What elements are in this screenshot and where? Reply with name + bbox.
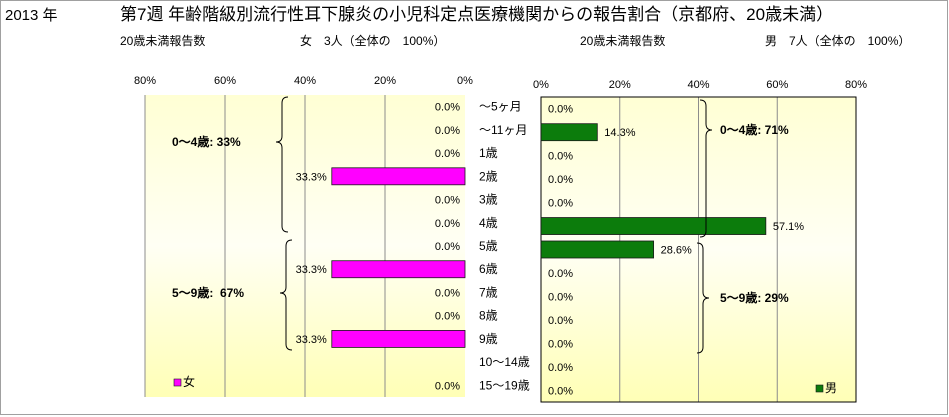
chart-title: 第7週 年齢階級別流行性耳下腺炎の小児科定点医療機関からの報告割合（京都府、20… — [120, 5, 833, 24]
male-tick-label: 20% — [609, 79, 631, 91]
age-category-label: ～11ヶ月 — [479, 123, 527, 137]
age-category-label: 10～14歳 — [479, 355, 530, 369]
male-age-group-brace — [699, 99, 713, 238]
female-value-label: 0.0% — [435, 380, 460, 392]
age-category-label: 4歳 — [479, 216, 498, 230]
male-tick-label: 40% — [687, 79, 709, 91]
age-category-label: 9歳 — [479, 332, 498, 346]
male-value-label: 14.3% — [604, 127, 635, 139]
male-tick-label: 60% — [766, 79, 788, 91]
female-tick-label: 20% — [374, 75, 396, 87]
male-age-group-brace — [696, 242, 710, 354]
male-value-label: 0.0% — [548, 104, 573, 116]
female-age-group-annotation: 5～9歳: 67% — [172, 285, 244, 300]
female-value-label: 33.3% — [296, 171, 327, 183]
female-age-group-brace — [275, 96, 289, 233]
age-category-labels: ～5ヶ月 ～11ヶ月 1歳 2歳 3歳 4歳 5歳 6歳 7歳 8歳 9歳 10～14歳 15～19歳 — [479, 100, 530, 393]
year-label: 2013 年 — [5, 7, 58, 24]
age-category-label: ～5ヶ月 — [479, 100, 522, 114]
male-value-label: 0.0% — [548, 362, 573, 374]
female-value-label: 0.0% — [435, 311, 460, 323]
female-legend-label: 女 — [183, 374, 195, 389]
male-panel: 0.0% 14.3% 0.0% 0.0% 0.0% 57.1% 28.6% 0.0% 0.0% 0… — [533, 79, 867, 403]
female-tick-label: 0% — [457, 75, 473, 87]
female-value-label: 0.0% — [435, 195, 460, 207]
male-value-label: 0.0% — [548, 315, 573, 327]
age-category-label: 6歳 — [479, 262, 498, 276]
male-legend-label: 男 — [825, 381, 837, 395]
male-tick-label: 0% — [533, 79, 549, 91]
female-value-label: 33.3% — [296, 264, 327, 276]
female-value-label: 33.3% — [296, 334, 327, 346]
male-age-group-annotation: 5～9歳: 29% — [720, 290, 789, 305]
female-age-group-annotation: 0～4歳: 33% — [172, 134, 241, 149]
male-bar — [540, 240, 655, 259]
age-category-label: 8歳 — [479, 309, 498, 323]
female-value-label: 0.0% — [435, 102, 460, 114]
male-age-group-annotation: 0～4歳: 71% — [720, 122, 789, 137]
male-value-label: 57.1% — [773, 221, 804, 233]
female-value-label: 0.0% — [435, 148, 460, 160]
female-bar — [331, 260, 466, 279]
female-value-label: 0.0% — [435, 125, 460, 137]
male-count-label: 20歳未満報告数 — [580, 33, 665, 48]
male-count: 男 7人（全体の 100%） — [765, 33, 910, 48]
female-value-label: 0.0% — [435, 287, 460, 299]
age-category-label: 3歳 — [479, 193, 498, 207]
female-tick-label: 80% — [134, 75, 156, 87]
female-count: 女 3人（全体の 100%） — [300, 33, 445, 48]
male-value-label: 0.0% — [548, 338, 573, 350]
female-bar — [331, 330, 466, 348]
female-tick-label: 60% — [214, 75, 236, 87]
female-tick-label: 40% — [294, 75, 316, 87]
male-bar — [540, 217, 767, 235]
female-panel: 0.0% 0.0% 0.0% 33.3% 0.0% 0.0% 0.0% 33.3% 0.0% 0.… — [134, 75, 473, 397]
female-bar — [331, 167, 466, 186]
age-category-label: 5歳 — [479, 239, 498, 253]
male-value-label: 28.6% — [661, 245, 692, 257]
age-category-label: 15～19歳 — [479, 378, 530, 392]
female-value-label: 0.0% — [435, 218, 460, 230]
female-value-label: 0.0% — [435, 241, 460, 253]
male-value-label: 0.0% — [548, 385, 573, 397]
male-value-label: 0.0% — [548, 198, 573, 210]
age-category-label: 7歳 — [479, 285, 498, 299]
male-value-label: 0.0% — [548, 174, 573, 186]
male-bar — [540, 123, 598, 142]
female-legend-swatch — [173, 378, 182, 387]
male-value-label: 0.0% — [548, 291, 573, 303]
male-legend-swatch — [815, 384, 824, 393]
female-age-group-brace — [279, 239, 293, 351]
age-category-label: 2歳 — [479, 169, 498, 183]
male-value-label: 0.0% — [548, 268, 573, 280]
male-value-label: 0.0% — [548, 151, 573, 163]
male-tick-label: 80% — [845, 79, 867, 91]
age-category-label: 1歳 — [479, 146, 498, 160]
female-count-label: 20歳未満報告数 — [120, 33, 205, 48]
